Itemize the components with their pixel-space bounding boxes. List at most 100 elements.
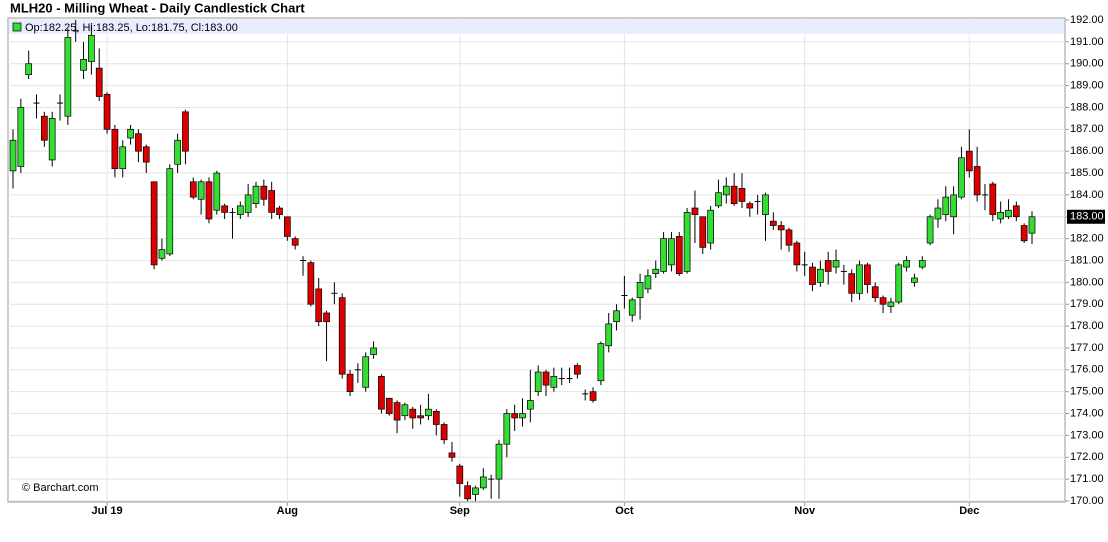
candle-body xyxy=(213,172,221,211)
candle-body xyxy=(111,128,119,170)
candle-body xyxy=(1028,216,1036,234)
candle-body xyxy=(127,128,134,139)
candle-body xyxy=(777,225,785,231)
candle-body xyxy=(864,264,871,285)
candle-body xyxy=(103,93,111,130)
candle-body xyxy=(746,203,754,209)
candle-body xyxy=(189,181,197,198)
candle-body xyxy=(283,216,291,237)
y-tick-label: 172.00 xyxy=(1070,451,1104,463)
candle-body xyxy=(519,413,526,419)
y-tick-label: 171.00 xyxy=(1070,473,1104,485)
y-tick-label: 182.00 xyxy=(1070,233,1104,245)
candle-body xyxy=(887,301,895,307)
candle-body xyxy=(448,452,456,458)
candle-body xyxy=(503,413,511,445)
candle-body xyxy=(425,408,432,417)
candle-body xyxy=(824,260,832,272)
candle-body xyxy=(526,400,534,410)
last-price-label: 183.00 xyxy=(1070,211,1104,223)
candle-body xyxy=(926,216,934,244)
candle-body xyxy=(1012,205,1020,218)
legend-band xyxy=(9,20,1064,34)
y-tick-label: 179.00 xyxy=(1070,298,1104,310)
candle-body xyxy=(244,194,252,213)
candle-body xyxy=(158,249,166,259)
candle-body xyxy=(205,181,213,220)
candle-body xyxy=(542,371,550,386)
candle-body xyxy=(895,264,903,303)
candle-body xyxy=(715,192,722,207)
candle-body xyxy=(315,288,323,323)
y-tick-label: 181.00 xyxy=(1070,254,1104,266)
y-tick-label: 180.00 xyxy=(1070,276,1104,288)
candle-body xyxy=(934,207,942,220)
y-tick-label: 176.00 xyxy=(1070,364,1104,376)
candle-body xyxy=(817,268,824,283)
candle-body xyxy=(9,139,17,172)
candle-body xyxy=(393,402,401,421)
candle-body xyxy=(276,207,283,215)
candle-body xyxy=(495,443,503,480)
candle-body xyxy=(675,236,683,274)
y-tick-label: 190.00 xyxy=(1070,58,1104,70)
candle-body xyxy=(432,411,440,425)
candle-body xyxy=(166,168,174,255)
x-tick-label: Nov xyxy=(794,505,816,517)
candle-body xyxy=(150,181,158,266)
candle-body xyxy=(291,238,299,246)
y-tick-label: 187.00 xyxy=(1070,123,1104,135)
candle-body xyxy=(597,343,605,382)
candle-body xyxy=(997,212,1004,220)
candle-body xyxy=(456,465,464,484)
x-tick-label: Oct xyxy=(615,505,634,517)
candle-body xyxy=(182,111,189,152)
candle-body xyxy=(769,220,777,226)
y-tick-label: 191.00 xyxy=(1070,36,1104,48)
candle-body xyxy=(417,415,424,419)
candle-body xyxy=(64,37,72,117)
candle-body xyxy=(762,194,769,215)
candle-body xyxy=(378,376,385,410)
candle-body xyxy=(550,376,558,388)
y-tick-label: 188.00 xyxy=(1070,101,1104,113)
candle-body xyxy=(793,242,801,266)
legend-label: Op:182.25, Hi:183.25, Lo:181.75, Cl:183.… xyxy=(25,22,238,34)
candle-body xyxy=(832,260,840,268)
candle-body xyxy=(903,260,910,268)
candle-body xyxy=(338,297,346,375)
chart-title: MLH20 - Milling Wheat - Daily Candlestic… xyxy=(10,0,305,15)
y-tick-label: 185.00 xyxy=(1070,167,1104,179)
candle-body xyxy=(965,150,973,172)
candle-body xyxy=(401,404,409,417)
candle-body xyxy=(668,238,675,266)
legend-swatch xyxy=(12,22,22,32)
candle-body xyxy=(722,185,730,196)
credit: © Barchart.com xyxy=(22,482,99,494)
candle-body xyxy=(652,268,660,274)
candle-body xyxy=(856,264,863,294)
candle-body xyxy=(534,371,542,393)
x-tick-label: Aug xyxy=(277,505,298,517)
candle-body xyxy=(613,310,620,323)
candle-body xyxy=(88,34,95,62)
y-tick-label: 170.00 xyxy=(1070,495,1104,507)
x-tick-label: Sep xyxy=(450,505,470,517)
y-tick-label: 175.00 xyxy=(1070,386,1104,398)
candle-body xyxy=(17,107,25,167)
candle-body xyxy=(511,413,519,419)
candle-body xyxy=(174,139,181,165)
candle-body xyxy=(942,196,950,215)
candle-body xyxy=(385,397,393,414)
candle-body xyxy=(707,209,714,244)
candle-body xyxy=(252,185,260,205)
last-price-tag xyxy=(1067,209,1105,224)
y-tick-label: 192.00 xyxy=(1070,14,1104,26)
candle-body xyxy=(691,207,699,215)
candle-body xyxy=(440,424,448,441)
candle-body xyxy=(221,205,228,213)
y-tick-label: 184.00 xyxy=(1070,189,1104,201)
y-tick-label: 178.00 xyxy=(1070,320,1104,332)
candle-body xyxy=(135,133,142,152)
